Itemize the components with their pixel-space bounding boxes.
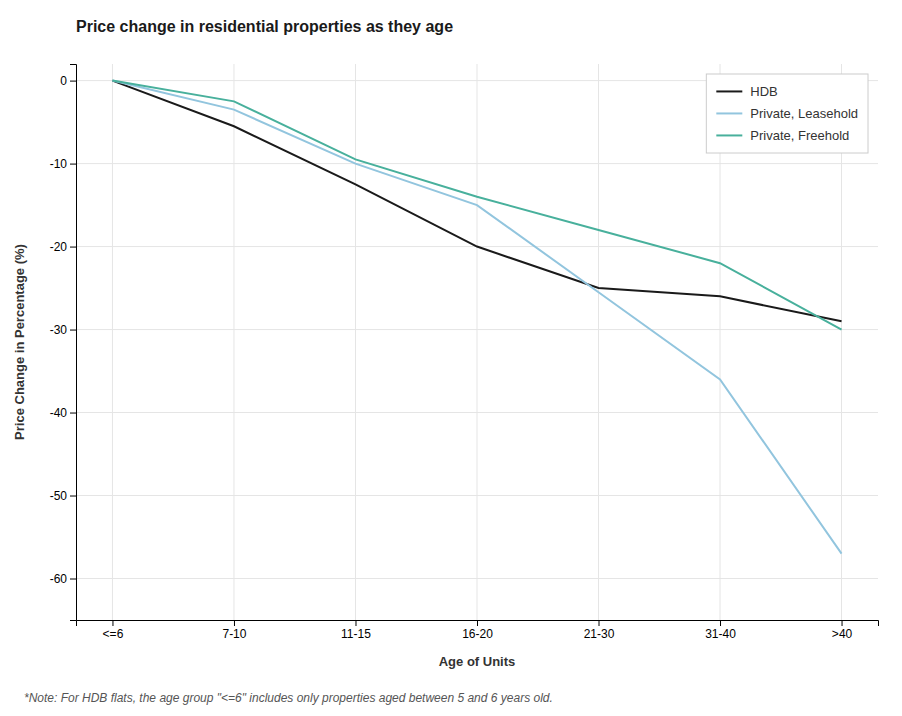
y-axis-title: Price Change in Percentage (%) — [12, 244, 27, 440]
y-axis: 0 -10 -20 -30 -40 -50 -60 — [50, 65, 77, 621]
legend-swatch — [716, 134, 742, 136]
x-tick: 7-10 — [222, 620, 246, 641]
grid-line-x — [112, 64, 113, 620]
grid-line-x — [355, 64, 356, 620]
legend-label: Private, Leasehold — [750, 106, 858, 121]
x-tick: >40 — [832, 620, 853, 641]
plot-area: <=6 7-10 11-15 16-20 21-30 31-40 >40 0 -10 -20 -30… — [50, 64, 879, 641]
y-tick-mark — [70, 164, 76, 165]
x-tick-mark — [842, 620, 843, 626]
legend-swatch — [716, 112, 742, 114]
legend: HDB Private, Leasehold Private, Freehold — [706, 74, 868, 153]
y-tick-label: -50 — [50, 489, 68, 503]
y-tick: -20 — [50, 240, 76, 254]
y-tick-mark — [70, 81, 76, 82]
x-tick-label: 11-15 — [341, 627, 371, 641]
y-tick-mark — [70, 330, 76, 331]
y-tick-label: -40 — [50, 406, 68, 420]
x-tick-mark — [112, 620, 113, 626]
x-tick-label: 31-40 — [705, 627, 736, 641]
x-tick: 31-40 — [705, 620, 736, 641]
y-tick-mark — [70, 579, 76, 580]
legend-item: HDB — [716, 84, 777, 99]
x-axis-line — [77, 621, 879, 627]
x-tick-mark — [477, 620, 478, 626]
y-axis-line — [70, 65, 77, 621]
x-tick: 16-20 — [462, 620, 493, 641]
y-tick: -60 — [50, 572, 76, 586]
y-tick: 0 — [60, 74, 76, 88]
x-tick: 21-30 — [584, 620, 615, 641]
grid-line-x — [598, 64, 599, 620]
grid-line-x — [233, 64, 234, 620]
grid — [76, 64, 878, 620]
x-tick: 11-15 — [341, 620, 371, 641]
x-tick-mark — [355, 620, 356, 626]
y-tick-label: -20 — [50, 240, 68, 254]
legend-label: Private, Freehold — [750, 128, 849, 143]
x-axis-title: Age of Units — [439, 654, 516, 669]
x-tick-label: 7-10 — [222, 627, 246, 641]
title: Price change in residential properties a… — [76, 18, 453, 35]
legend-label: HDB — [750, 84, 777, 99]
x-axis: <=6 7-10 11-15 16-20 21-30 31-40 >40 — [77, 620, 879, 641]
footnote: *Note: For HDB flats, the age group "<=6… — [24, 691, 553, 705]
x-tick-mark — [599, 620, 600, 626]
y-tick-label: -30 — [50, 323, 68, 337]
y-tick-mark — [70, 496, 76, 497]
y-tick-label: -10 — [50, 157, 68, 171]
y-tick-label: -60 — [50, 572, 68, 586]
y-tick: -40 — [50, 406, 76, 420]
legend-item: Private, Freehold — [716, 128, 849, 143]
y-tick: -50 — [50, 489, 76, 503]
y-tick: -10 — [50, 157, 76, 171]
x-tick: <=6 — [103, 620, 124, 641]
y-tick: -30 — [50, 323, 76, 337]
legend-box — [706, 74, 868, 153]
grid-line-x — [477, 64, 478, 620]
x-tick-label: 21-30 — [584, 627, 615, 641]
legend-item: Private, Leasehold — [716, 106, 858, 121]
y-tick-mark — [70, 247, 76, 248]
x-tick-mark — [234, 620, 235, 626]
x-tick-label: >40 — [832, 627, 853, 641]
x-tick-mark — [720, 620, 721, 626]
chart-svg: <=6 7-10 11-15 16-20 21-30 31-40 >40 0 -10 -20 -30… — [0, 0, 902, 716]
x-tick-label: 16-20 — [462, 627, 493, 641]
legend-swatch — [716, 90, 742, 92]
chart-container: <=6 7-10 11-15 16-20 21-30 31-40 >40 0 -10 -20 -30… — [0, 0, 902, 716]
x-tick-label: <=6 — [103, 627, 124, 641]
y-tick-mark — [70, 413, 76, 414]
y-tick-label: 0 — [60, 74, 67, 88]
